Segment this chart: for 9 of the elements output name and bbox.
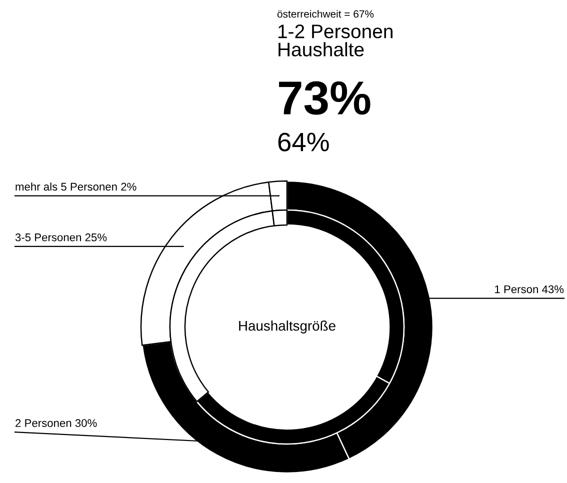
slice-label: 3-5 Personen 25% [15,233,107,242]
slice-label: 1 Person 43% [495,285,564,294]
slice-label: 2 Personen 30% [16,419,97,428]
chart-title: 1-2 Personen Haushalte [278,24,392,56]
text: 64% [278,132,329,152]
text: 73% [279,81,370,115]
slice-label: mehr als 5 Personen 2% [16,182,136,191]
text: Haushaltsgröße [239,320,336,334]
chart-subtitle: österreichweit = 67% [277,10,374,18]
